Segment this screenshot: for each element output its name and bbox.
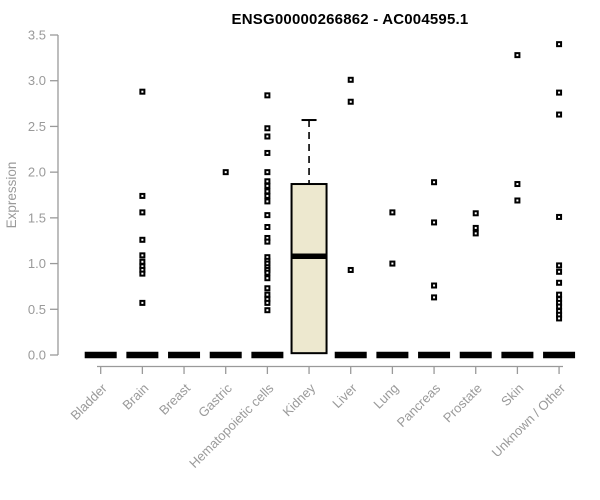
- outlier-point-center: [391, 211, 394, 214]
- outlier-point-center: [266, 298, 269, 301]
- x-tick-label: Unknown / Other: [489, 380, 569, 460]
- x-tick-label: Gastric: [195, 380, 235, 420]
- outlier-point-center: [433, 284, 436, 287]
- outlier-point-center: [558, 264, 561, 267]
- outlier-point-center: [266, 194, 269, 197]
- outlier-point-center: [266, 127, 269, 130]
- outlier-point-center: [516, 183, 519, 186]
- outlier-point-center: [558, 301, 561, 304]
- y-tick-label: 0.0: [28, 348, 46, 363]
- y-tick-label: 2.0: [28, 165, 46, 180]
- x-tick-label: Lung: [370, 381, 401, 412]
- x-tick-label: Prostate: [440, 381, 485, 426]
- x-tick-label: Pancreas: [394, 380, 444, 430]
- zero-bar: [334, 351, 367, 359]
- outlier-point-center: [266, 293, 269, 296]
- outlier-point-center: [558, 215, 561, 218]
- outlier-point-center: [224, 171, 227, 174]
- outlier-point-center: [349, 100, 352, 103]
- outlier-point-center: [349, 268, 352, 271]
- y-tick-label: 0.5: [28, 302, 46, 317]
- outlier-point-center: [266, 262, 269, 265]
- outlier-point-center: [141, 211, 144, 214]
- y-tick-label: 3.0: [28, 73, 46, 88]
- outlier-point-center: [558, 293, 561, 296]
- outlier-point-center: [266, 135, 269, 138]
- outlier-point-center: [266, 94, 269, 97]
- outlier-point-center: [266, 180, 269, 183]
- outlier-point-center: [266, 184, 269, 187]
- outlier-point-center: [558, 317, 561, 320]
- y-axis-title: Expression: [4, 162, 19, 229]
- outlier-point-center: [558, 281, 561, 284]
- outlier-point-center: [516, 199, 519, 202]
- outlier-point-center: [433, 221, 436, 224]
- outlier-point-center: [266, 171, 269, 174]
- zero-bar: [251, 351, 284, 359]
- outlier-point-center: [433, 181, 436, 184]
- outlier-point-center: [266, 236, 269, 239]
- outlier-point-center: [516, 54, 519, 57]
- box: [290, 183, 328, 355]
- median-line: [291, 253, 327, 260]
- x-tick-label: Brain: [119, 381, 151, 413]
- outlier-point-center: [266, 214, 269, 217]
- x-tick-label: Kidney: [279, 380, 318, 419]
- outlier-point-center: [266, 287, 269, 290]
- outlier-point-center: [141, 268, 144, 271]
- x-tick-label: Skin: [498, 381, 526, 409]
- y-tick-label: 2.5: [28, 119, 46, 134]
- x-tick-label: Bladder: [68, 380, 111, 423]
- outlier-point-center: [474, 226, 477, 229]
- outlier-point-center: [266, 151, 269, 154]
- zero-bar: [168, 351, 201, 359]
- outlier-point-center: [141, 272, 144, 275]
- outlier-point-center: [558, 91, 561, 94]
- outlier-point-center: [141, 265, 144, 268]
- zero-bar: [459, 351, 492, 359]
- outlier-point-center: [558, 298, 561, 301]
- zero-bar: [84, 351, 117, 359]
- outlier-point-center: [141, 238, 144, 241]
- outlier-point-center: [266, 200, 269, 203]
- outlier-point-center: [141, 254, 144, 257]
- outlier-point-center: [266, 226, 269, 228]
- outlier-point-center: [558, 113, 561, 116]
- outlier-point-center: [474, 232, 477, 235]
- outlier-point-center: [558, 305, 561, 308]
- zero-bar: [126, 351, 159, 359]
- outlier-point-center: [391, 262, 394, 265]
- outlier-point-center: [266, 277, 269, 280]
- zero-bar: [209, 351, 242, 359]
- y-tick-label: 1.5: [28, 210, 46, 225]
- outlier-point-center: [266, 240, 269, 243]
- outlier-point-center: [266, 190, 269, 193]
- outlier-point-center: [474, 212, 477, 215]
- chart-title: ENSG00000266862 - AC004595.1: [231, 11, 469, 28]
- outlier-point-center: [558, 310, 561, 313]
- y-tick-label: 3.5: [28, 28, 46, 43]
- outlier-point-center: [266, 256, 269, 259]
- outlier-point-center: [558, 270, 561, 273]
- zero-bar: [376, 351, 409, 359]
- outlier-point-center: [266, 309, 269, 312]
- outlier-point-center: [141, 260, 144, 263]
- outlier-point-center: [266, 301, 269, 304]
- outlier-point-center: [558, 313, 561, 316]
- outlier-point-center: [433, 296, 436, 299]
- outlier-point-center: [141, 90, 144, 93]
- x-tick-label: Liver: [329, 380, 360, 411]
- outlier-point-center: [266, 271, 269, 274]
- y-tick-label: 1.0: [28, 256, 46, 271]
- zero-bar: [501, 351, 534, 359]
- outlier-point-center: [349, 78, 352, 81]
- outlier-point-center: [141, 301, 144, 304]
- zero-bar: [543, 351, 576, 359]
- outlier-point-center: [558, 43, 561, 46]
- zero-bar: [418, 351, 451, 359]
- x-tick-label: Breast: [156, 380, 193, 417]
- outlier-point-center: [141, 194, 144, 197]
